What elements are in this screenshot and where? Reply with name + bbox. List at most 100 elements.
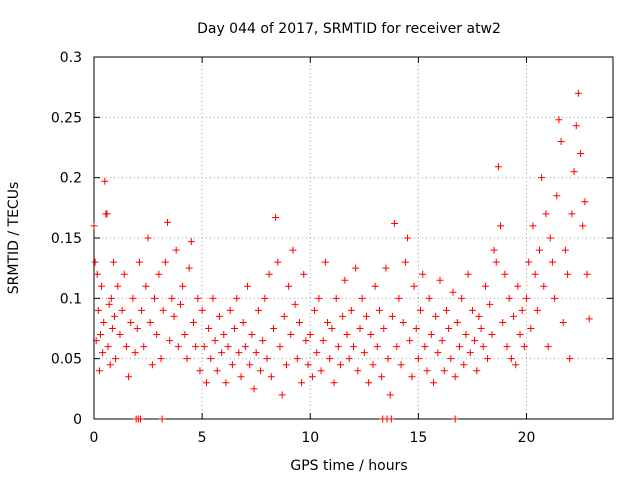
data-point	[477, 325, 485, 332]
data-point	[140, 343, 148, 351]
data-point	[388, 312, 396, 320]
data-point	[315, 294, 323, 302]
data-point	[356, 325, 364, 332]
data-point	[300, 270, 308, 278]
data-point	[352, 264, 360, 272]
data-point	[114, 282, 122, 290]
data-point	[157, 355, 165, 363]
data-point	[559, 318, 567, 326]
data-point	[507, 355, 515, 363]
data-point	[375, 306, 383, 314]
data-point	[516, 331, 524, 339]
data-point	[393, 343, 401, 351]
data-point	[572, 122, 580, 130]
data-point	[384, 355, 392, 363]
data-point	[540, 282, 548, 290]
data-point	[341, 276, 349, 284]
data-point	[177, 300, 184, 308]
data-point	[337, 361, 345, 369]
data-point	[510, 312, 518, 320]
y-axis-label: SRMTID / TECUs	[6, 182, 22, 295]
data-point	[112, 355, 120, 363]
x-tick-label: 20	[518, 430, 536, 446]
data-point	[213, 367, 221, 375]
data-point	[531, 270, 539, 278]
x-tick-label: 0	[90, 430, 99, 446]
data-point	[241, 343, 249, 351]
data-point	[254, 306, 262, 314]
data-point	[282, 361, 290, 369]
data-point	[453, 318, 461, 326]
data-point	[321, 258, 329, 266]
data-point	[529, 222, 537, 230]
data-point	[553, 192, 561, 200]
data-point	[380, 325, 388, 332]
data-point	[319, 337, 327, 345]
data-point	[512, 361, 520, 369]
data-point	[490, 246, 498, 254]
data-point	[189, 318, 197, 326]
data-point	[263, 355, 271, 363]
data-point	[369, 361, 377, 369]
data-point	[499, 318, 507, 326]
data-point	[202, 379, 210, 387]
data-point	[142, 282, 150, 290]
data-point	[423, 367, 431, 375]
data-point	[391, 220, 399, 228]
data-point	[447, 355, 455, 363]
data-point	[196, 367, 204, 375]
data-point	[109, 258, 117, 266]
data-point	[358, 294, 366, 302]
data-point	[311, 306, 319, 314]
data-point	[451, 415, 459, 423]
data-point	[200, 343, 208, 351]
data-point	[313, 349, 321, 357]
data-point	[164, 218, 172, 226]
data-point	[274, 258, 282, 266]
data-point	[518, 306, 526, 314]
x-tick-label: 10	[301, 430, 319, 446]
data-point	[458, 294, 466, 302]
data-point	[170, 312, 178, 320]
data-point	[269, 325, 277, 332]
plot-frame	[93, 56, 614, 420]
data-point	[505, 294, 513, 302]
data-point	[146, 318, 154, 326]
data-point	[211, 337, 219, 345]
y-tick-label: 0.05	[51, 352, 82, 368]
data-point	[427, 331, 435, 339]
data-point	[473, 367, 481, 375]
data-point	[326, 355, 334, 363]
data-point	[414, 355, 422, 363]
data-point	[187, 238, 195, 246]
data-point	[259, 337, 267, 345]
data-point	[244, 282, 252, 290]
y-tick-label: 0.25	[51, 110, 82, 126]
data-point	[417, 306, 425, 314]
data-point	[103, 210, 111, 218]
data-point	[215, 312, 223, 320]
data-point	[198, 306, 206, 314]
data-point	[354, 367, 362, 375]
data-point	[168, 294, 176, 302]
data-point	[367, 331, 375, 339]
data-point	[250, 385, 258, 393]
data-point	[111, 312, 119, 320]
data-point	[280, 312, 288, 320]
data-point	[406, 337, 414, 345]
data-point	[436, 276, 444, 284]
data-point	[345, 355, 353, 363]
data-point	[430, 379, 438, 387]
data-point	[261, 294, 269, 302]
data-point	[192, 343, 200, 351]
data-point	[308, 373, 316, 381]
data-points	[90, 89, 593, 423]
data-point	[434, 349, 442, 357]
data-point	[302, 337, 310, 345]
chart-title: Day 044 of 2017, SRMTID for receiver atw…	[197, 21, 501, 37]
data-point	[523, 294, 530, 302]
data-point	[228, 361, 236, 369]
data-point	[432, 312, 440, 320]
data-point	[237, 373, 245, 381]
y-tick-label: 0	[73, 412, 82, 428]
